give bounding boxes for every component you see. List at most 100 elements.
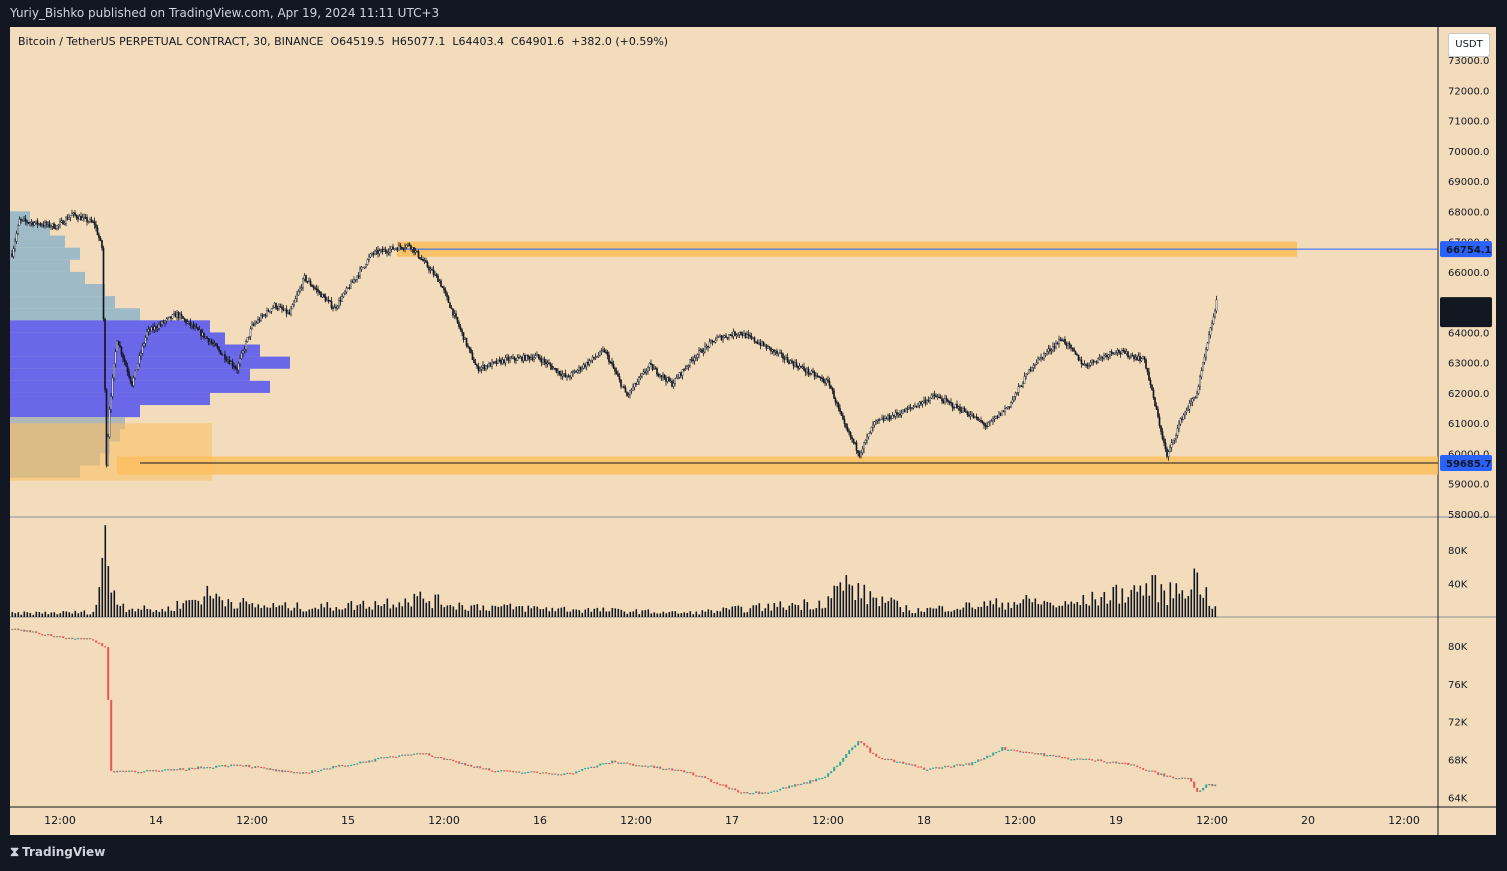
indicator-candle bbox=[11, 628, 14, 631]
indicator-candle bbox=[938, 767, 941, 769]
chart-svg[interactable]: 58000.059000.060000.061000.062000.063000… bbox=[10, 27, 1496, 835]
volume-bar bbox=[1136, 591, 1139, 617]
candle-body bbox=[1052, 346, 1054, 351]
volume-bar bbox=[254, 607, 257, 617]
candle-body bbox=[393, 248, 396, 250]
candle-body bbox=[101, 240, 103, 249]
volume-bar bbox=[506, 605, 509, 617]
candle-body bbox=[689, 359, 691, 366]
candle-body bbox=[1070, 344, 1072, 349]
candle-body bbox=[1161, 431, 1164, 439]
volume-bar bbox=[692, 614, 695, 617]
volume-bar bbox=[23, 611, 26, 617]
volume-bar bbox=[806, 602, 809, 617]
candle-body bbox=[165, 318, 168, 322]
candle-body bbox=[1089, 362, 1092, 366]
volume-profile-bar bbox=[10, 368, 250, 381]
indicator-candle bbox=[182, 768, 185, 770]
candle-body bbox=[221, 353, 223, 356]
candle-body bbox=[1020, 385, 1023, 388]
volume-bar bbox=[407, 602, 410, 617]
indicator-candle bbox=[1070, 759, 1073, 761]
volume-bar bbox=[11, 612, 14, 617]
volume-bar bbox=[65, 611, 68, 617]
candle-body bbox=[836, 402, 838, 404]
candle-body bbox=[852, 438, 855, 443]
volume-bar bbox=[902, 612, 905, 617]
candle-body bbox=[944, 398, 946, 403]
candle-body bbox=[317, 289, 319, 292]
candle-body bbox=[633, 383, 636, 388]
candle-body bbox=[621, 386, 624, 388]
indicator-candle bbox=[458, 761, 461, 764]
candle-body bbox=[779, 352, 781, 355]
candle-body bbox=[791, 360, 793, 363]
candle-body bbox=[366, 259, 369, 265]
indicator-candle bbox=[1178, 778, 1181, 780]
candle-body bbox=[1137, 355, 1140, 361]
volume-bar bbox=[338, 609, 341, 617]
candle-body bbox=[606, 352, 609, 356]
candle-body bbox=[665, 378, 667, 382]
candle-body bbox=[662, 374, 664, 378]
candle-body bbox=[173, 313, 175, 316]
currency-button[interactable]: USDT bbox=[1448, 33, 1490, 57]
candle-body bbox=[1163, 438, 1165, 443]
volume-bar bbox=[437, 594, 440, 617]
candle-body bbox=[42, 224, 45, 227]
candle-body bbox=[80, 216, 82, 221]
tradingview-logo[interactable]: ⧗ TradingView bbox=[10, 845, 105, 860]
indicator-candle bbox=[302, 772, 305, 774]
volume-bar bbox=[908, 610, 911, 617]
volume-bar bbox=[737, 605, 740, 617]
indicator-candle bbox=[65, 638, 68, 640]
volume-bar bbox=[650, 613, 653, 617]
volume-bar bbox=[755, 605, 758, 617]
candle-body bbox=[1196, 393, 1198, 398]
volume-bar bbox=[215, 593, 218, 617]
volume-bar bbox=[881, 596, 884, 617]
volume-bar bbox=[863, 584, 866, 617]
candle-body bbox=[1124, 351, 1126, 354]
candle-body bbox=[971, 414, 973, 417]
indicator-candle bbox=[689, 771, 692, 774]
chart-panel[interactable]: 58000.0 59000.0 60000.0 61000.0 62000.0 63000… bbox=[10, 27, 1496, 835]
candle-body bbox=[998, 412, 1000, 418]
indicator-candle bbox=[188, 767, 191, 771]
volume-bar bbox=[122, 603, 125, 617]
candle-body bbox=[158, 324, 160, 329]
volume-bar bbox=[512, 609, 515, 617]
volume-bar bbox=[542, 609, 545, 617]
indicator-candle bbox=[509, 770, 512, 772]
candle-body bbox=[524, 355, 526, 361]
candle-body bbox=[60, 220, 63, 223]
candle-body bbox=[204, 336, 207, 339]
indicator-candle bbox=[347, 765, 350, 767]
indicator-candle bbox=[218, 765, 221, 767]
candle-body bbox=[138, 355, 141, 364]
candle-body bbox=[396, 248, 399, 251]
indicator-candle bbox=[38, 632, 41, 635]
candle-body bbox=[311, 284, 313, 287]
indicator-candle bbox=[902, 761, 905, 764]
candle-body bbox=[405, 244, 408, 248]
indicator-candle bbox=[884, 758, 887, 761]
volume-bar bbox=[674, 611, 677, 617]
candle-body bbox=[1130, 355, 1132, 357]
volume-profile-bar bbox=[10, 332, 225, 345]
candle-body bbox=[1041, 356, 1044, 359]
volume-bar bbox=[1151, 575, 1154, 617]
volume-bar bbox=[497, 606, 500, 617]
candle-body bbox=[1164, 442, 1167, 450]
candle-body bbox=[719, 335, 721, 338]
indicator-candle bbox=[119, 770, 122, 772]
indicator-candle bbox=[401, 754, 404, 756]
volume-bar bbox=[992, 604, 995, 617]
candle-body bbox=[975, 416, 978, 418]
candle-body bbox=[77, 217, 79, 220]
candle-body bbox=[470, 349, 472, 353]
candle-body bbox=[1179, 418, 1182, 425]
candle-body bbox=[1122, 350, 1125, 352]
candle-body bbox=[819, 376, 822, 379]
candle-body bbox=[269, 311, 271, 313]
